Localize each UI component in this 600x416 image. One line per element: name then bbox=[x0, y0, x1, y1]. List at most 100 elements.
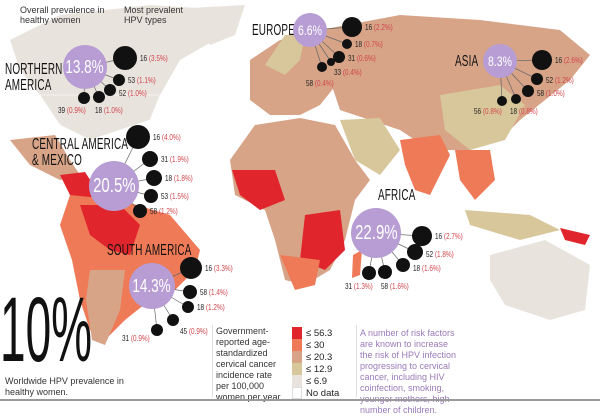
prevalence-value: 13.8% bbox=[65, 56, 105, 77]
hpv-type-circle bbox=[167, 314, 179, 326]
hpv-type-circle bbox=[126, 125, 150, 149]
greenland-land bbox=[190, 5, 245, 45]
hpv-type-circle bbox=[146, 170, 162, 186]
hpv-type-circle bbox=[113, 46, 137, 70]
prevalence-value: 8.3% bbox=[488, 53, 512, 69]
legend-item: No data bbox=[292, 387, 339, 399]
hpv-type-label: 39 (0.9%) bbox=[58, 106, 86, 115]
region-title: CENTRAL AMERICA & MEXICO bbox=[32, 136, 128, 169]
hpv-type-label: 16 (2.6%) bbox=[555, 56, 583, 65]
hpv-type-label: 16 (2.7%) bbox=[435, 232, 463, 241]
hpv-type-circle bbox=[182, 301, 194, 313]
worldwide-value: 10% bbox=[0, 279, 93, 381]
prevalence-circle: 6.6% bbox=[293, 13, 327, 47]
hpv-type-circle bbox=[396, 258, 410, 272]
indonesia-land bbox=[465, 210, 560, 240]
mexico-land bbox=[10, 135, 80, 180]
region-title: SOUTH AMERICA bbox=[107, 242, 192, 259]
hpv-type-label: 58 (0.4%) bbox=[306, 79, 334, 88]
hpv-type-label: 18 (1.6%) bbox=[413, 264, 441, 273]
prevalence-value: 14.3% bbox=[132, 275, 172, 296]
legend-swatch bbox=[292, 363, 302, 375]
hpv-type-label: 56 (0.8%) bbox=[474, 107, 502, 116]
hpv-type-label: 18 (1.0%) bbox=[95, 106, 123, 115]
hpv-type-label: 58 (1.6%) bbox=[381, 282, 409, 291]
region-title: AFRICA bbox=[378, 187, 416, 204]
hpv-type-circle bbox=[133, 204, 147, 218]
papua-land bbox=[560, 228, 590, 245]
hpv-type-label: 52 (1.0%) bbox=[119, 89, 147, 98]
west-africa-land bbox=[232, 170, 285, 210]
india-land bbox=[400, 135, 450, 195]
hpv-type-circle bbox=[113, 74, 125, 86]
prevalence-value: 20.5% bbox=[92, 174, 136, 197]
hpv-type-circle bbox=[522, 85, 534, 97]
hpv-type-circle bbox=[532, 50, 552, 70]
hpv-type-label: 16 (3.3%) bbox=[205, 264, 233, 273]
annotation-overall-prevalence: Overall prevalence in healthy women bbox=[20, 5, 105, 25]
region-title: ASIA bbox=[455, 53, 479, 70]
hpv-type-circle bbox=[104, 84, 116, 96]
hpv-type-label: 52 (1.2%) bbox=[546, 76, 574, 85]
hpv-type-label: 52 (1.8%) bbox=[426, 250, 454, 259]
divider bbox=[212, 325, 213, 397]
legend-item: ≤ 6.9 bbox=[292, 375, 339, 387]
hpv-type-label: 45 (0.9%) bbox=[180, 327, 208, 336]
hpv-type-label: 33 (0.4%) bbox=[334, 68, 362, 77]
hpv-type-circle bbox=[78, 92, 90, 104]
risk-factors-note: A number of risk factors are known to in… bbox=[360, 328, 457, 415]
hpv-type-label: 31 (1.3%) bbox=[345, 282, 373, 291]
legend-item: ≤ 30 bbox=[292, 339, 339, 351]
hpv-type-circle bbox=[412, 226, 432, 246]
hpv-type-label: 31 (0.6%) bbox=[348, 54, 376, 63]
legend-item: ≤ 20.3 bbox=[292, 351, 339, 363]
hpv-type-label: 16 (2.2%) bbox=[365, 23, 393, 32]
hpv-type-label: 31 (1.9%) bbox=[161, 155, 189, 164]
hpv-type-circle bbox=[317, 62, 327, 72]
region-title: NORTHERN AMERICA bbox=[5, 61, 63, 94]
middle-east-land bbox=[340, 118, 400, 175]
legend-swatch bbox=[292, 339, 302, 351]
legend-swatch bbox=[292, 351, 302, 363]
prevalence-circle: 13.8% bbox=[63, 45, 107, 89]
hpv-type-circle bbox=[183, 285, 197, 299]
scandinavia-land bbox=[265, 35, 305, 75]
world-map bbox=[10, 5, 590, 345]
bottom-rule bbox=[0, 399, 600, 401]
prevalence-value: 22.9% bbox=[354, 221, 398, 244]
usa-land bbox=[39, 94, 161, 141]
hpv-type-circle bbox=[144, 189, 158, 203]
prevalence-circle: 20.5% bbox=[89, 161, 139, 211]
southern-africa-land bbox=[280, 255, 320, 290]
region-title: EUROPE bbox=[252, 22, 296, 39]
hpv-type-label: 53 (1.5%) bbox=[161, 192, 189, 201]
asia-land bbox=[320, 15, 590, 150]
hpv-type-circle bbox=[531, 73, 543, 85]
hpv-type-label: 18 (0.8%) bbox=[510, 107, 538, 116]
hpv-type-circle bbox=[342, 39, 352, 49]
hpv-type-circle bbox=[342, 17, 362, 37]
hpv-type-circle bbox=[180, 257, 202, 279]
hpv-type-label: 18 (1.2%) bbox=[197, 303, 225, 312]
hpv-type-circle bbox=[407, 244, 423, 260]
se-asia-land bbox=[455, 150, 495, 200]
hpv-type-label: 58 (1.2%) bbox=[150, 207, 178, 216]
legend-description: Government-reported age-standardized cer… bbox=[216, 326, 283, 402]
annotation-hpv-types: Most prevalent HPV types bbox=[124, 5, 184, 25]
legend-item: ≤ 56.3 bbox=[292, 327, 339, 339]
hpv-type-label: 16 (3.5%) bbox=[140, 54, 168, 63]
worldwide-stat: 10% bbox=[0, 279, 184, 381]
south-america-red bbox=[80, 205, 140, 255]
hpv-type-circle bbox=[333, 51, 345, 63]
legend-swatch bbox=[292, 327, 302, 339]
hpv-type-circle bbox=[497, 96, 507, 106]
worldwide-caption: Worldwide HPV prevalence in healthy wome… bbox=[5, 376, 124, 397]
prevalence-circle: 22.9% bbox=[351, 208, 401, 258]
legend-swatch bbox=[292, 375, 302, 387]
south-cone-land bbox=[86, 270, 125, 345]
legend-item: ≤ 12.9 bbox=[292, 363, 339, 375]
hpv-type-label: 18 (1.8%) bbox=[165, 174, 193, 183]
hpv-type-label: 58 (1.0%) bbox=[537, 89, 565, 98]
hpv-type-label: 31 (0.9%) bbox=[122, 334, 150, 343]
hpv-type-circle bbox=[378, 265, 392, 279]
